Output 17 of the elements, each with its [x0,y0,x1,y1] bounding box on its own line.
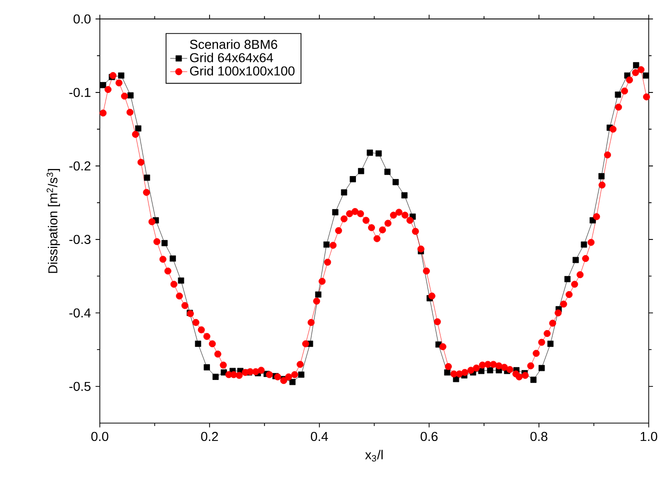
y-tick-label: -0.5 [69,382,91,391]
y-tick-label: 0.0 [74,14,91,24]
y-tick-label: -0.2 [69,161,90,171]
legend-label: Grid 100x100x100 [190,66,295,76]
y-tick-label: -0.3 [69,234,90,244]
y-axis-title: Dissipation [m$^{2}$/s$^{3}$] [46,169,60,273]
x-tick-label: 0.6 [420,432,438,442]
legend-title: Scenario 8BM6 [190,39,278,49]
x-tick-label: 0.2 [201,432,218,442]
x-axis-title: x$_{3}$/l [365,450,383,462]
y-tick-label: -0.4 [69,308,91,318]
x-tick-label: 1.0 [640,432,658,442]
x-tick-label: 0.0 [91,432,108,442]
legend-label: Grid 64x64x64 [190,52,274,62]
y-tick-label: -0.1 [69,88,90,98]
x-tick-label: 0.8 [530,432,548,442]
x-tick-label: 0.4 [310,432,328,442]
